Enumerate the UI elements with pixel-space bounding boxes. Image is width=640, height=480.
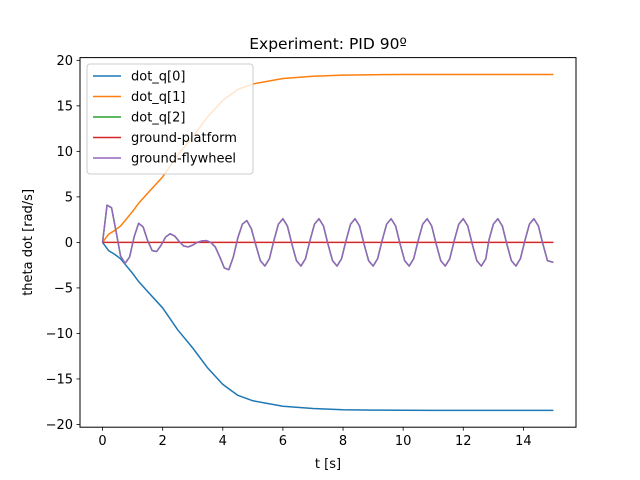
y-tick-label: 0 — [65, 236, 73, 251]
y-tick-label: −20 — [46, 418, 73, 433]
y-axis-label: theta dot [rad/s] — [21, 189, 36, 296]
y-tick-label: −15 — [46, 372, 73, 387]
series-line-dot-q-0 — [101, 241, 554, 412]
y-tick-label: 20 — [56, 54, 73, 69]
x-axis: 0 2 4 6 8 10 12 14 — [98, 427, 532, 449]
x-tick-label: 10 — [395, 434, 412, 449]
legend-box — [86, 63, 254, 175]
series-line-ground-flywheel — [101, 204, 554, 271]
x-tick-label: 12 — [455, 434, 472, 449]
chart-title: Experiment: PID 90º — [249, 35, 407, 53]
legend: dot_q[0] dot_q[1] dot_q[2] ground-platform g… — [86, 63, 254, 175]
legend-label-ground-platform: ground-platform — [131, 131, 237, 146]
y-tick-label: −10 — [46, 327, 73, 342]
y-tick-label: 5 — [65, 190, 73, 205]
legend-label-dot-q-1: dot_q[1] — [131, 90, 185, 105]
y-tick-label: −5 — [54, 281, 73, 296]
legend-label-dot-q-2: dot_q[2] — [131, 111, 185, 126]
legend-label-dot-q-0: dot_q[0] — [131, 70, 185, 85]
x-axis-label: t [s] — [315, 457, 341, 472]
x-tick-label: 0 — [98, 434, 106, 449]
y-axis: −20 −15 −10 −5 0 5 10 15 20 — [46, 54, 80, 433]
x-tick-label: 8 — [339, 434, 347, 449]
y-tick-label: 10 — [56, 145, 73, 160]
y-tick-label: 15 — [56, 99, 73, 114]
legend-label-ground-flywheel: ground-flywheel — [131, 152, 236, 167]
x-tick-label: 14 — [515, 434, 532, 449]
x-tick-label: 2 — [159, 434, 167, 449]
x-tick-label: 4 — [219, 434, 227, 449]
x-tick-label: 6 — [279, 434, 287, 449]
